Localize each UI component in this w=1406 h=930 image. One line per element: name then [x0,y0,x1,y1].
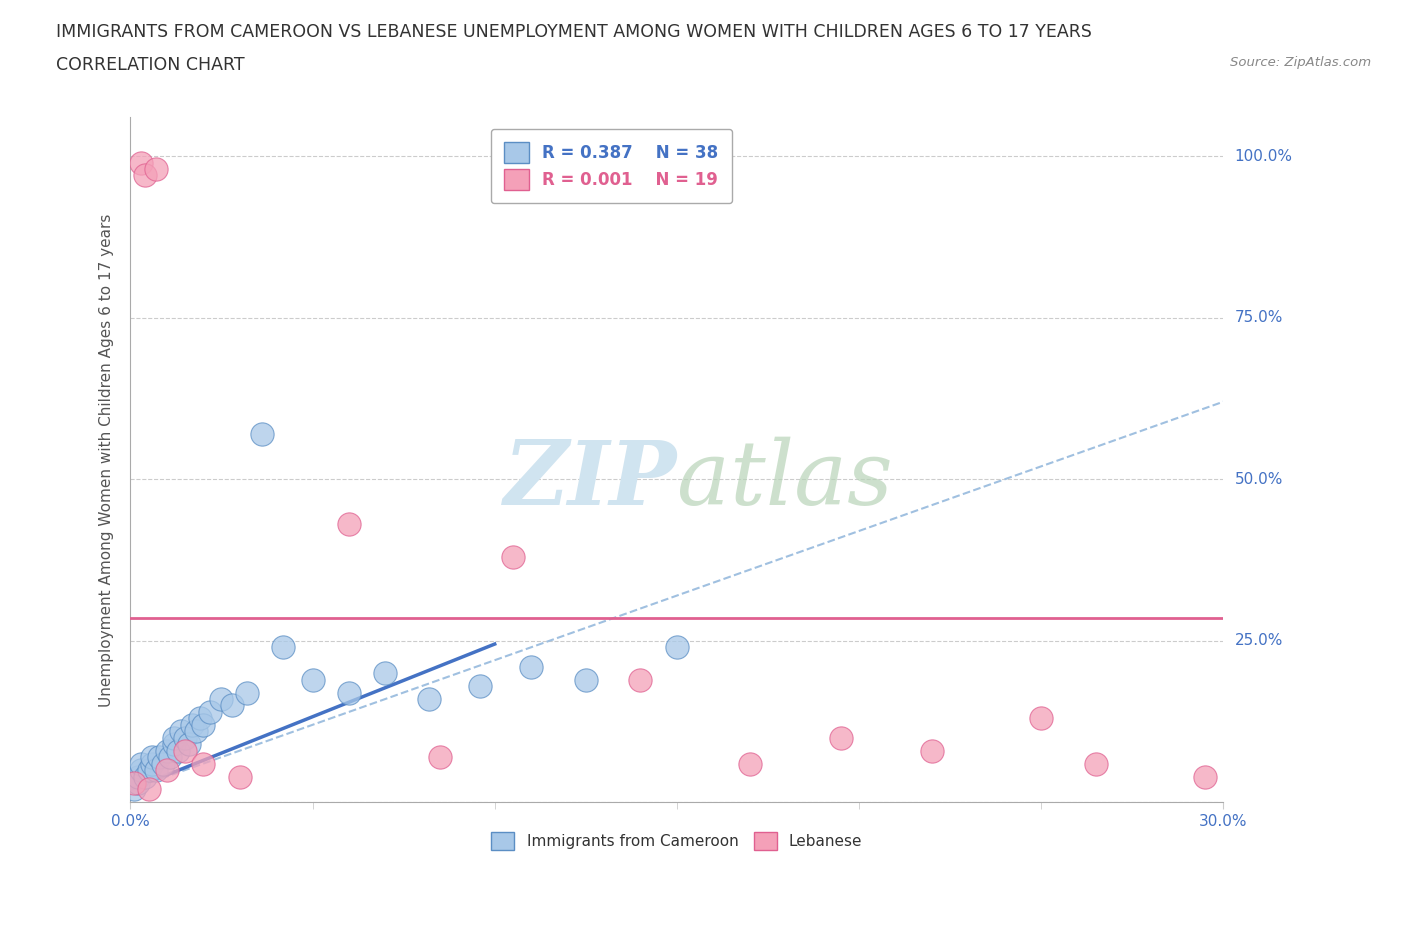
Point [127,769,149,784]
Text: 75.0%: 75.0% [1234,311,1282,325]
Point [468,679,491,694]
Text: CORRELATION CHART: CORRELATION CHART [56,56,245,73]
Point [129,756,152,771]
Point [630,672,652,687]
Point [830,730,852,745]
Text: atlas: atlas [676,437,893,524]
Point [520,659,543,674]
Point [141,756,163,771]
Point [138,782,160,797]
Point [138,763,160,777]
Point [152,756,174,771]
Point [418,692,440,707]
Point [141,750,163,764]
Text: 50.0%: 50.0% [1234,472,1282,486]
Legend: Immigrants from Cameroon, Lebanese: Immigrants from Cameroon, Lebanese [485,826,869,857]
Point [129,763,152,777]
Text: ZIP: ZIP [503,437,676,524]
Point [156,743,179,758]
Point [337,517,360,532]
Text: Source: ZipAtlas.com: Source: ZipAtlas.com [1230,56,1371,69]
Point [122,782,145,797]
Point [148,750,170,764]
Point [429,750,451,764]
Point [665,640,688,655]
Point [502,550,524,565]
Point [200,704,222,719]
Point [301,672,323,687]
Point [250,427,273,442]
Point [236,685,259,700]
Point [174,743,197,758]
Point [228,769,250,784]
Point [163,730,186,745]
Point [337,685,360,700]
Point [273,640,295,655]
Point [145,162,167,177]
Point [145,763,167,777]
Point [177,737,200,751]
Point [170,724,193,738]
Text: 100.0%: 100.0% [1234,149,1292,164]
Point [166,743,188,758]
Point [921,743,943,758]
Text: IMMIGRANTS FROM CAMEROON VS LEBANESE UNEMPLOYMENT AMONG WOMEN WITH CHILDREN AGES: IMMIGRANTS FROM CAMEROON VS LEBANESE UNE… [56,23,1092,41]
Point [209,692,232,707]
Point [127,776,149,790]
Point [159,750,181,764]
Point [374,666,396,681]
Point [174,730,197,745]
Point [193,756,215,771]
Point [193,717,215,732]
Point [1084,756,1107,771]
Point [134,168,156,183]
Point [163,737,186,751]
Point [181,717,204,732]
Point [188,711,211,725]
Point [122,776,145,790]
Text: 25.0%: 25.0% [1234,633,1282,648]
Point [738,756,761,771]
Point [184,724,207,738]
Point [156,763,179,777]
Y-axis label: Unemployment Among Women with Children Ages 6 to 17 years: Unemployment Among Women with Children A… [100,213,114,707]
Point [1194,769,1216,784]
Point [575,672,598,687]
Point [1031,711,1053,725]
Point [129,155,152,170]
Point [221,698,243,713]
Point [134,769,156,784]
